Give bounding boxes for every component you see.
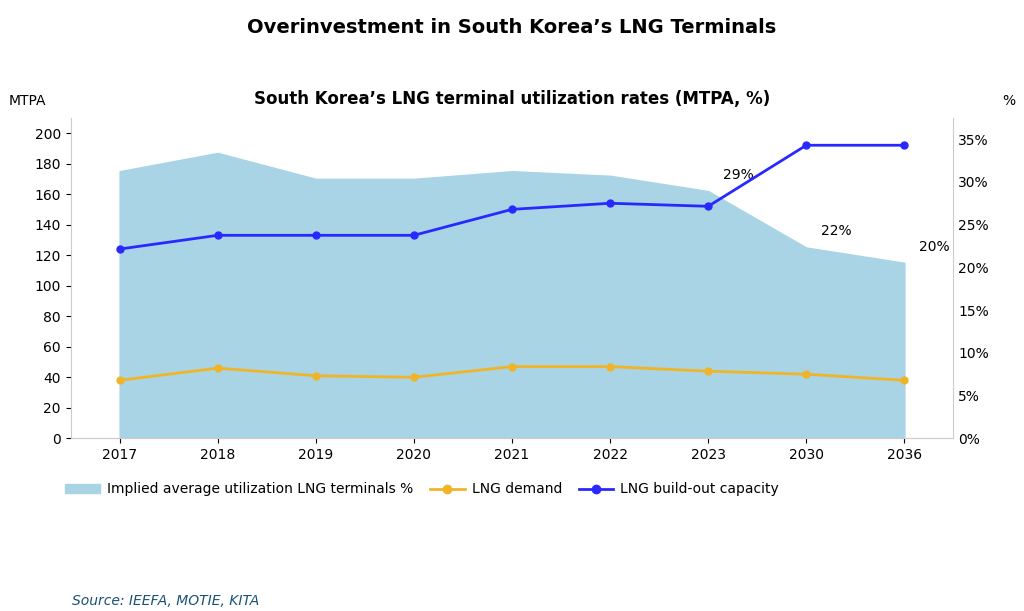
Text: 20%: 20%: [920, 240, 949, 254]
Text: MTPA: MTPA: [9, 94, 46, 108]
Text: Overinvestment in South Korea’s LNG Terminals: Overinvestment in South Korea’s LNG Term…: [248, 18, 776, 37]
Text: Source: IEEFA, MOTIE, KITA: Source: IEEFA, MOTIE, KITA: [72, 594, 259, 608]
Text: 29%: 29%: [723, 168, 754, 182]
Text: %: %: [1002, 94, 1015, 108]
Text: South Korea’s LNG terminal utilization rates (MTPA, %): South Korea’s LNG terminal utilization r…: [254, 90, 770, 108]
Legend: Implied average utilization LNG terminals %, LNG demand, LNG build-out capacity: Implied average utilization LNG terminal…: [59, 477, 784, 502]
Text: 22%: 22%: [821, 224, 852, 238]
